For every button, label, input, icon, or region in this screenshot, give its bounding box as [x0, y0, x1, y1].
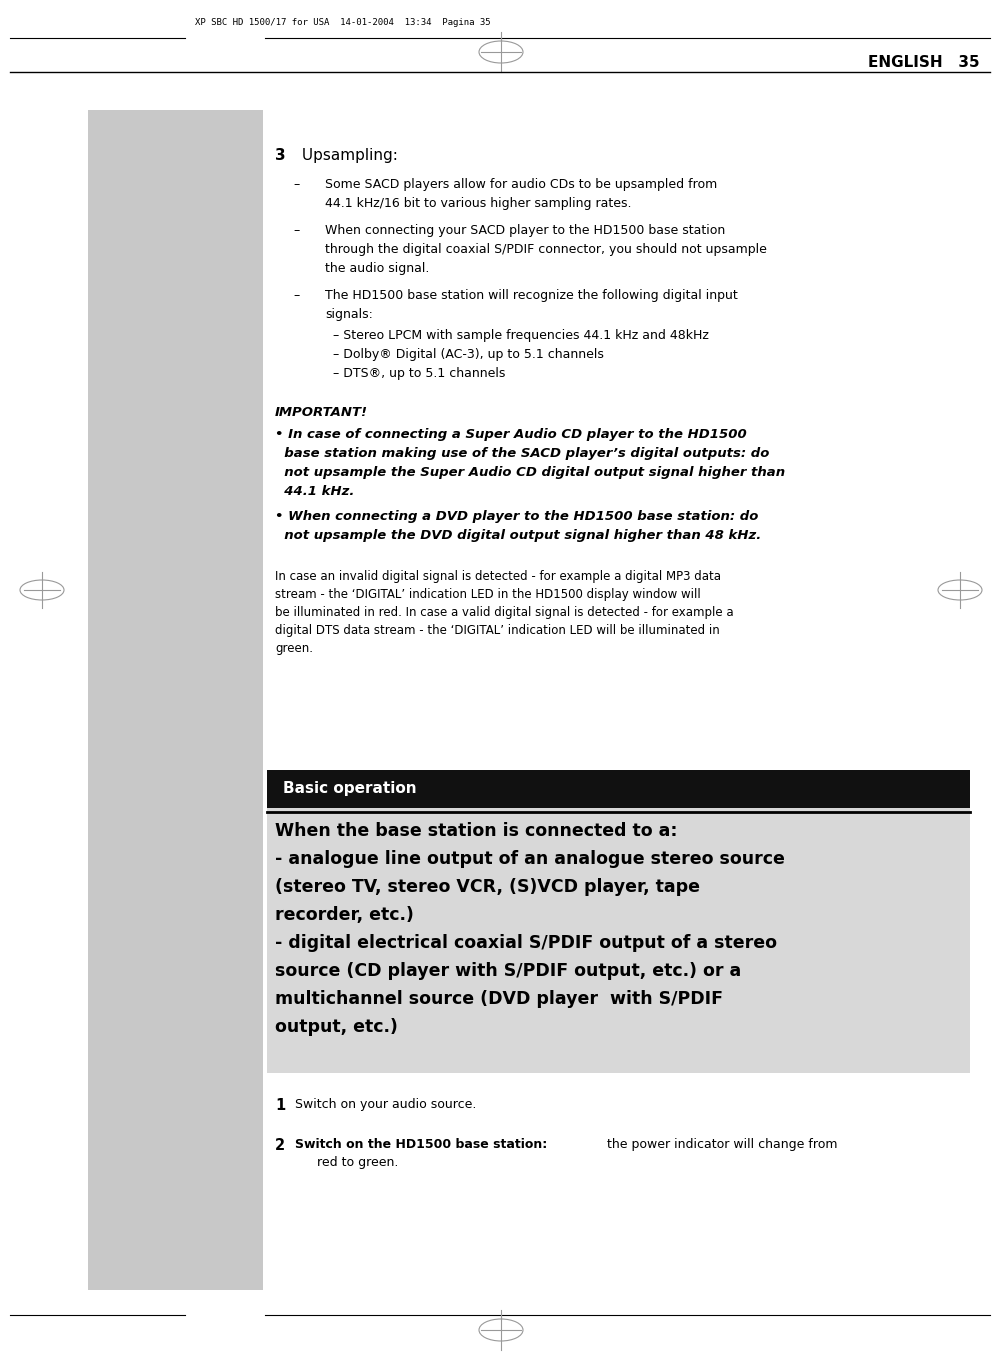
Text: - digital electrical coaxial S/PDIF output of a stereo: - digital electrical coaxial S/PDIF outp…	[275, 934, 777, 951]
Text: base station making use of the SACD player’s digital outputs: do: base station making use of the SACD play…	[275, 446, 770, 460]
Text: When the base station is connected to a:: When the base station is connected to a:	[275, 822, 677, 839]
Text: digital DTS data stream - the ‘DIGITAL’ indication LED will be illuminated in: digital DTS data stream - the ‘DIGITAL’ …	[275, 624, 719, 637]
Text: stream - the ‘DIGITAL’ indication LED in the HD1500 display window will: stream - the ‘DIGITAL’ indication LED in…	[275, 588, 700, 601]
Text: - analogue line output of an analogue stereo source: - analogue line output of an analogue st…	[275, 850, 785, 868]
Text: the power indicator will change from: the power indicator will change from	[603, 1138, 838, 1151]
Text: Basic operation: Basic operation	[283, 782, 417, 797]
Text: Switch on your audio source.: Switch on your audio source.	[295, 1097, 476, 1111]
Bar	[267, 808, 970, 1073]
Text: In case an invalid digital signal is detected - for example a digital MP3 data: In case an invalid digital signal is det…	[275, 571, 721, 583]
Text: Some SACD players allow for audio CDs to be upsampled from: Some SACD players allow for audio CDs to…	[325, 177, 717, 191]
Text: red to green.: red to green.	[317, 1156, 399, 1168]
Text: • When connecting a DVD player to the HD1500 base station: do: • When connecting a DVD player to the HD…	[275, 511, 759, 523]
Text: the audio signal.: the audio signal.	[325, 262, 430, 274]
Text: Switch on the HD1500 base station:: Switch on the HD1500 base station:	[295, 1138, 547, 1151]
Text: When connecting your SACD player to the HD1500 base station: When connecting your SACD player to the …	[325, 224, 725, 238]
Text: 44.1 kHz/16 bit to various higher sampling rates.: 44.1 kHz/16 bit to various higher sampli…	[325, 197, 631, 210]
Text: Upsampling:: Upsampling:	[297, 147, 398, 162]
Text: 1: 1	[275, 1097, 286, 1112]
Text: –: –	[293, 289, 300, 302]
Text: green.: green.	[275, 642, 313, 655]
Text: 2: 2	[275, 1138, 286, 1153]
Bar	[88, 111, 263, 1290]
Text: source (CD player with S/PDIF output, etc.) or a: source (CD player with S/PDIF output, et…	[275, 962, 741, 980]
Text: –: –	[293, 224, 300, 238]
Text: XP SBC HD 1500/17 for USA  14-01-2004  13:34  Pagina 35: XP SBC HD 1500/17 for USA 14-01-2004 13:…	[195, 18, 491, 27]
Text: • In case of connecting a Super Audio CD player to the HD1500: • In case of connecting a Super Audio CD…	[275, 429, 746, 441]
Text: not upsample the Super Audio CD digital output signal higher than: not upsample the Super Audio CD digital …	[275, 465, 786, 479]
Text: recorder, etc.): recorder, etc.)	[275, 906, 414, 924]
Text: (stereo TV, stereo VCR, (S)VCD player, tape: (stereo TV, stereo VCR, (S)VCD player, t…	[275, 878, 700, 895]
Bar	[267, 770, 970, 808]
Text: – DTS®, up to 5.1 channels: – DTS®, up to 5.1 channels	[333, 367, 505, 379]
Text: ENGLISH   35: ENGLISH 35	[869, 55, 980, 70]
Text: – Dolby® Digital (AC-3), up to 5.1 channels: – Dolby® Digital (AC-3), up to 5.1 chann…	[333, 348, 604, 360]
Text: IMPORTANT!: IMPORTANT!	[275, 405, 368, 419]
Text: 44.1 kHz.: 44.1 kHz.	[275, 485, 355, 498]
Text: –: –	[293, 177, 300, 191]
Text: multichannel source (DVD player  with S/PDIF: multichannel source (DVD player with S/P…	[275, 990, 723, 1007]
Text: signals:: signals:	[325, 308, 373, 321]
Text: 3: 3	[275, 147, 286, 162]
Text: not upsample the DVD digital output signal higher than 48 kHz.: not upsample the DVD digital output sign…	[275, 530, 762, 542]
Text: output, etc.): output, etc.)	[275, 1018, 398, 1036]
Text: – Stereo LPCM with sample frequencies 44.1 kHz and 48kHz: – Stereo LPCM with sample frequencies 44…	[333, 329, 708, 343]
Text: be illuminated in red. In case a valid digital signal is detected - for example : be illuminated in red. In case a valid d…	[275, 606, 733, 618]
Text: The HD1500 base station will recognize the following digital input: The HD1500 base station will recognize t…	[325, 289, 737, 302]
Text: through the digital coaxial S/PDIF connector, you should not upsample: through the digital coaxial S/PDIF conne…	[325, 243, 767, 257]
